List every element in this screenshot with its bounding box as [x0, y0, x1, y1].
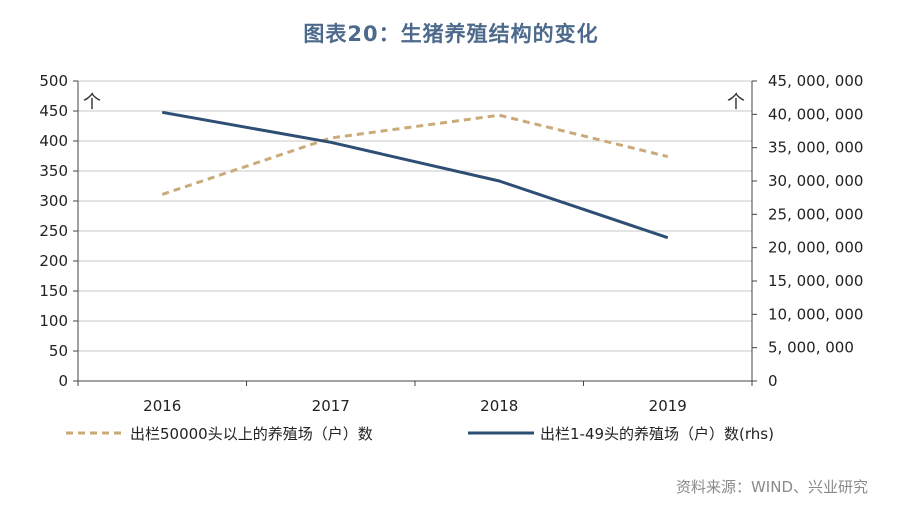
legend-label-series-2: 出栏1-49头的养殖场（户）数(rhs) — [540, 425, 774, 443]
series-lines — [161, 110, 669, 240]
right-tick-label: 40, 000, 000 — [768, 105, 863, 123]
right-tick-label: 10, 000, 000 — [768, 305, 863, 323]
series-line-1 — [161, 113, 669, 196]
left-axis-unit: 个 — [83, 92, 101, 113]
right-tick-label: 25, 000, 000 — [768, 205, 863, 223]
right-tick-label: 35, 000, 000 — [768, 139, 863, 157]
x-tick-label: 2017 — [312, 397, 350, 415]
left-tick-label: 100 — [39, 312, 68, 330]
x-tick-label: 2016 — [143, 397, 181, 415]
right-tick-label: 0 — [768, 372, 778, 390]
legend-label-series-1: 出栏50000头以上的养殖场（户）数 — [130, 425, 373, 443]
grid-lines — [78, 80, 752, 352]
left-tick-label: 200 — [39, 252, 68, 270]
series-line-2 — [161, 110, 669, 240]
right-tick-label: 5, 000, 000 — [768, 339, 854, 357]
left-tick-label: 150 — [39, 282, 68, 300]
x-tick-label: 2019 — [649, 397, 687, 415]
left-tick-label: 450 — [39, 102, 68, 120]
source-note: 资料来源：WIND、兴业研究 — [675, 478, 868, 496]
chart-title: 图表20：生猪养殖结构的变化 — [303, 22, 599, 46]
left-tick-label: 50 — [49, 342, 68, 360]
right-tick-label: 45, 000, 000 — [768, 72, 863, 90]
right-tick-label: 30, 000, 000 — [768, 172, 863, 190]
x-tick-label: 2018 — [480, 397, 518, 415]
right-tick-label: 20, 000, 000 — [768, 239, 863, 257]
left-axis-ticks: 0 50 100 150 200 250 300 350 400 450 500 — [39, 72, 78, 390]
left-tick-label: 0 — [58, 372, 68, 390]
right-tick-label: 15, 000, 000 — [768, 272, 863, 290]
left-tick-label: 500 — [39, 72, 68, 90]
legend: 出栏50000头以上的养殖场（户）数 出栏1-49头的养殖场（户）数(rhs) — [66, 425, 774, 443]
left-tick-label: 300 — [39, 192, 68, 210]
left-tick-label: 400 — [39, 132, 68, 150]
left-tick-label: 250 — [39, 222, 68, 240]
left-tick-label: 350 — [39, 162, 68, 180]
x-axis-ticks: 2016 2017 2018 2019 — [77, 381, 753, 415]
right-axis-ticks: 0 5, 000, 000 10, 000, 000 15, 000, 000 20, … — [752, 72, 863, 390]
right-axis-unit: 个 — [727, 92, 745, 113]
